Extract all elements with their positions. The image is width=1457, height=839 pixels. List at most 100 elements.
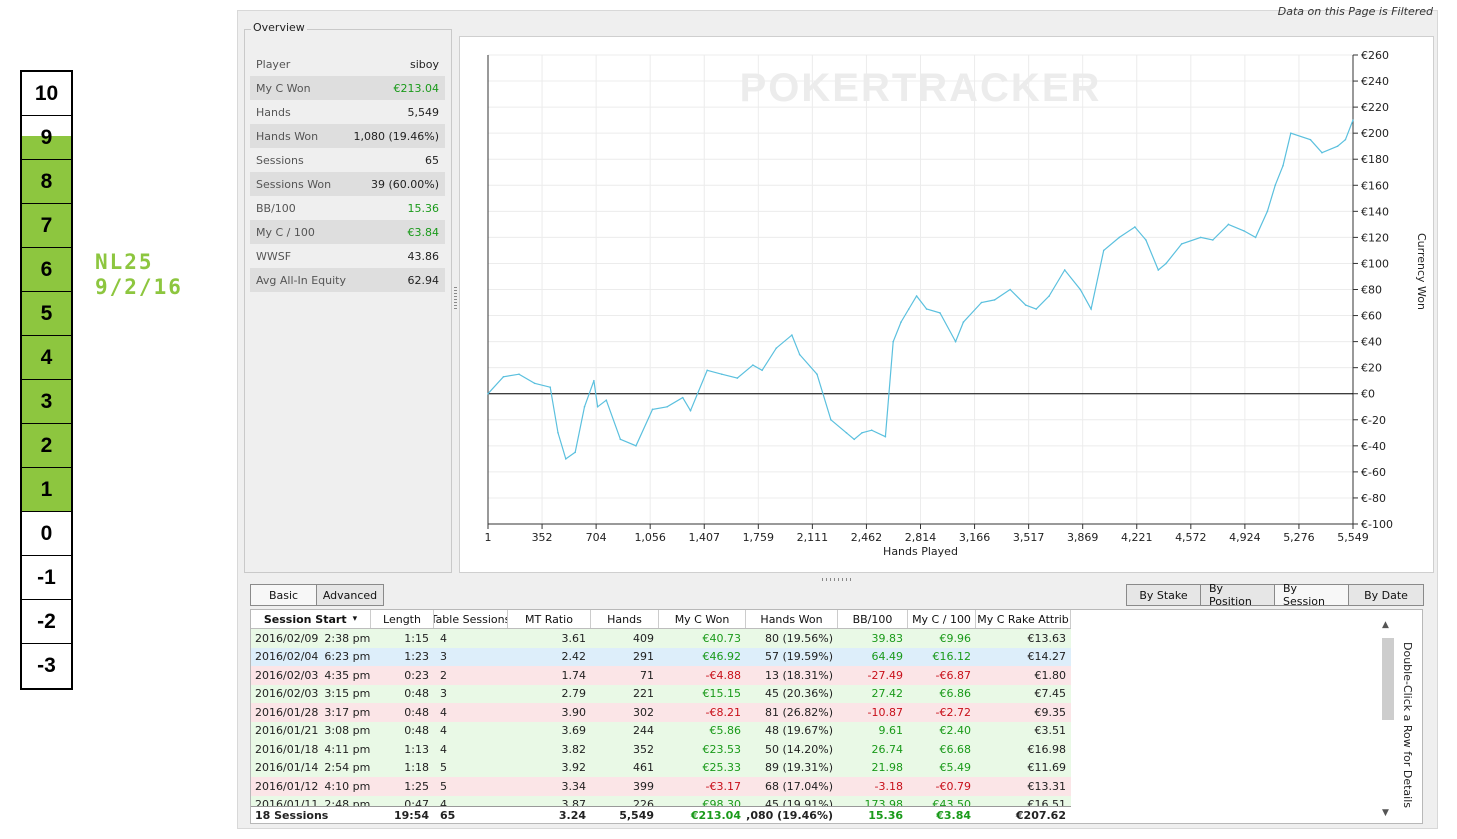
vertical-splitter-handle[interactable] — [454, 287, 457, 309]
chart-watermark: POKERTRACKER — [740, 66, 1102, 110]
column-header[interactable]: Session Start ▾ — [251, 610, 371, 628]
scroll-up-icon[interactable]: ▲ — [1382, 620, 1389, 630]
cell-won: €46.92 — [702, 650, 742, 664]
cell-bb: 27.42 — [871, 687, 904, 701]
tab-advanced[interactable]: Advanced — [322, 588, 378, 602]
winnings-point — [651, 408, 654, 411]
winnings-point — [1199, 236, 1202, 239]
ladder-rung: -2 — [22, 600, 71, 644]
ladder-rung: -3 — [22, 644, 71, 688]
overview-label: BB/100 — [256, 201, 296, 215]
winnings-point — [830, 418, 832, 421]
table-row[interactable]: 2016/01/14 2:54 pm 1:18 5 3.92 461 €25.33 89 (1… — [251, 758, 1071, 777]
cell-tables: 4 — [440, 705, 447, 719]
y-tick-label: €-100 — [1361, 518, 1393, 531]
cell-won: €23.53 — [702, 742, 742, 756]
tab-basic[interactable]: Basic — [251, 585, 317, 605]
cell-won: €40.73 — [702, 631, 742, 645]
cell-bb: -3.18 — [874, 779, 903, 793]
cell-tables: 4 — [440, 742, 447, 756]
winnings-point — [1274, 184, 1276, 187]
y-tick-label: €60 — [1361, 310, 1382, 323]
x-tick-label: 352 — [532, 531, 553, 544]
y-tick-label: €240 — [1361, 75, 1389, 88]
table-row[interactable]: 2016/02/09 2:38 pm 1:15 4 3.61 409 €40.73 80 (1… — [251, 629, 1071, 648]
cell-c100: -€6.87 — [935, 668, 971, 682]
winnings-point — [861, 432, 863, 434]
tab-by-stake[interactable]: By Stake — [1127, 585, 1201, 605]
winnings-point — [816, 373, 818, 375]
x-tick-label: 2,111 — [797, 531, 829, 544]
y-tick-label: €-60 — [1361, 466, 1386, 479]
winnings-point — [593, 379, 595, 382]
overview-row: My C Won €213.04 — [250, 76, 445, 100]
ladder-rung: 1 — [22, 468, 71, 512]
table-row[interactable]: 2016/01/18 4:11 pm 1:13 4 3.82 352 €23.53 50 (1… — [251, 740, 1071, 759]
table-row[interactable]: 2016/02/03 3:15 pm 0:48 3 2.79 221 €15.15 45 (2… — [251, 684, 1071, 703]
column-header[interactable]: MT Ratio — [508, 610, 591, 628]
winnings-point — [1254, 236, 1257, 239]
cell-length: 0:23 — [404, 668, 429, 682]
cell-length: 0:48 — [404, 687, 429, 701]
tab-by-position[interactable]: By Position — [1201, 582, 1275, 608]
cell-time: 3:17 pm — [324, 705, 371, 719]
column-header[interactable]: Length — [371, 610, 434, 628]
tab-by-session[interactable]: By Session — [1275, 582, 1349, 608]
winnings-point — [761, 369, 763, 372]
cell-hands: 71 — [640, 668, 654, 682]
overview-value: 1,080 (19.46%) — [353, 129, 439, 143]
cell-tables: 4 — [440, 798, 447, 812]
cell-c100: €16.12 — [932, 650, 972, 664]
table-row[interactable]: 2016/01/21 3:08 pm 0:48 4 3.69 244 €5.86 48 (19… — [251, 721, 1071, 740]
group-tabs: By Stake By Position By Session By Date — [1126, 582, 1424, 608]
cell-tables: 4 — [440, 724, 447, 738]
cell-date: 2016/01/18 — [255, 742, 319, 756]
column-header-label: My C Won — [674, 612, 730, 626]
cell-time: 4:11 pm — [324, 742, 371, 756]
cell-time: 2:38 pm — [324, 631, 371, 645]
results-graph-svg: POKERTRACKER €260 €240 €220 €200 €180 €160 €140… — [485, 49, 1429, 558]
cell-hwon: 81 (26.82%) — [764, 705, 833, 719]
cell-hwon: 57 (19.59%) — [764, 650, 833, 664]
overview-rows: Player siboy My C Won €213.04 Hands 5,549 Hand… — [250, 52, 445, 292]
cell-date: 2016/02/04 — [255, 650, 319, 664]
view-tabs: Basic Advanced — [250, 584, 384, 606]
table-row[interactable]: 2016/02/04 6:23 pm 1:23 3 2.42 291 €46.92 57 (1… — [251, 647, 1071, 666]
cell-length: 1:13 — [404, 742, 429, 756]
cell-date: 2016/01/12 — [255, 779, 319, 793]
table-row[interactable]: 2016/01/12 4:10 pm 1:25 5 3.34 399 -€3.17 68 (1… — [251, 777, 1071, 796]
column-header[interactable]: My C Won — [659, 610, 746, 628]
cell-c100: -€0.79 — [935, 779, 971, 793]
column-header[interactable]: Table Sessions — [434, 610, 508, 628]
winnings-point — [565, 458, 567, 460]
table-row[interactable]: 2016/02/03 4:35 pm 0:23 2 1.74 71 -€4.88 13 (18… — [251, 666, 1071, 685]
column-header[interactable]: Hands Won — [746, 610, 838, 628]
table-row[interactable]: 2016/01/28 3:17 pm 0:48 4 3.90 302 -€8.21 81 (2… — [251, 703, 1071, 722]
column-header[interactable]: BB/100 — [838, 610, 908, 628]
cell-hands: 409 — [633, 631, 654, 645]
winnings-point — [736, 377, 739, 379]
ladder-rung: 10 — [22, 72, 71, 116]
tab-by-date[interactable]: By Date — [1364, 588, 1408, 602]
y-tick-label: €200 — [1361, 127, 1389, 140]
cell-tables: 3 — [440, 650, 447, 664]
x-tick-label: 5,276 — [1283, 531, 1315, 544]
scroll-down-icon[interactable]: ▼ — [1382, 808, 1389, 818]
cell-won: -€8.21 — [705, 705, 741, 719]
table-scrollbar[interactable]: ▲ ▼ — [1380, 620, 1394, 820]
column-header[interactable]: Hands — [591, 610, 659, 628]
x-tick-label: 1,407 — [689, 531, 721, 544]
scrollbar-thumb[interactable] — [1382, 638, 1394, 720]
winnings-point — [1289, 132, 1292, 134]
winnings-point — [791, 334, 793, 336]
cell-won: €5.86 — [709, 724, 742, 738]
overview-value: 5,549 — [407, 105, 440, 119]
cell-hwon: 1,080 (19.46%) — [746, 809, 833, 823]
cell-rake: €207.62 — [1015, 809, 1066, 823]
column-header[interactable]: My C Rake Attrib — [976, 610, 1071, 628]
sort-desc-icon[interactable]: ▾ — [352, 614, 358, 624]
horizontal-splitter-handle[interactable] — [822, 578, 852, 581]
winnings-point — [518, 373, 520, 375]
cell-c100: €5.49 — [939, 761, 972, 775]
column-header[interactable]: My C / 100 — [908, 610, 976, 628]
